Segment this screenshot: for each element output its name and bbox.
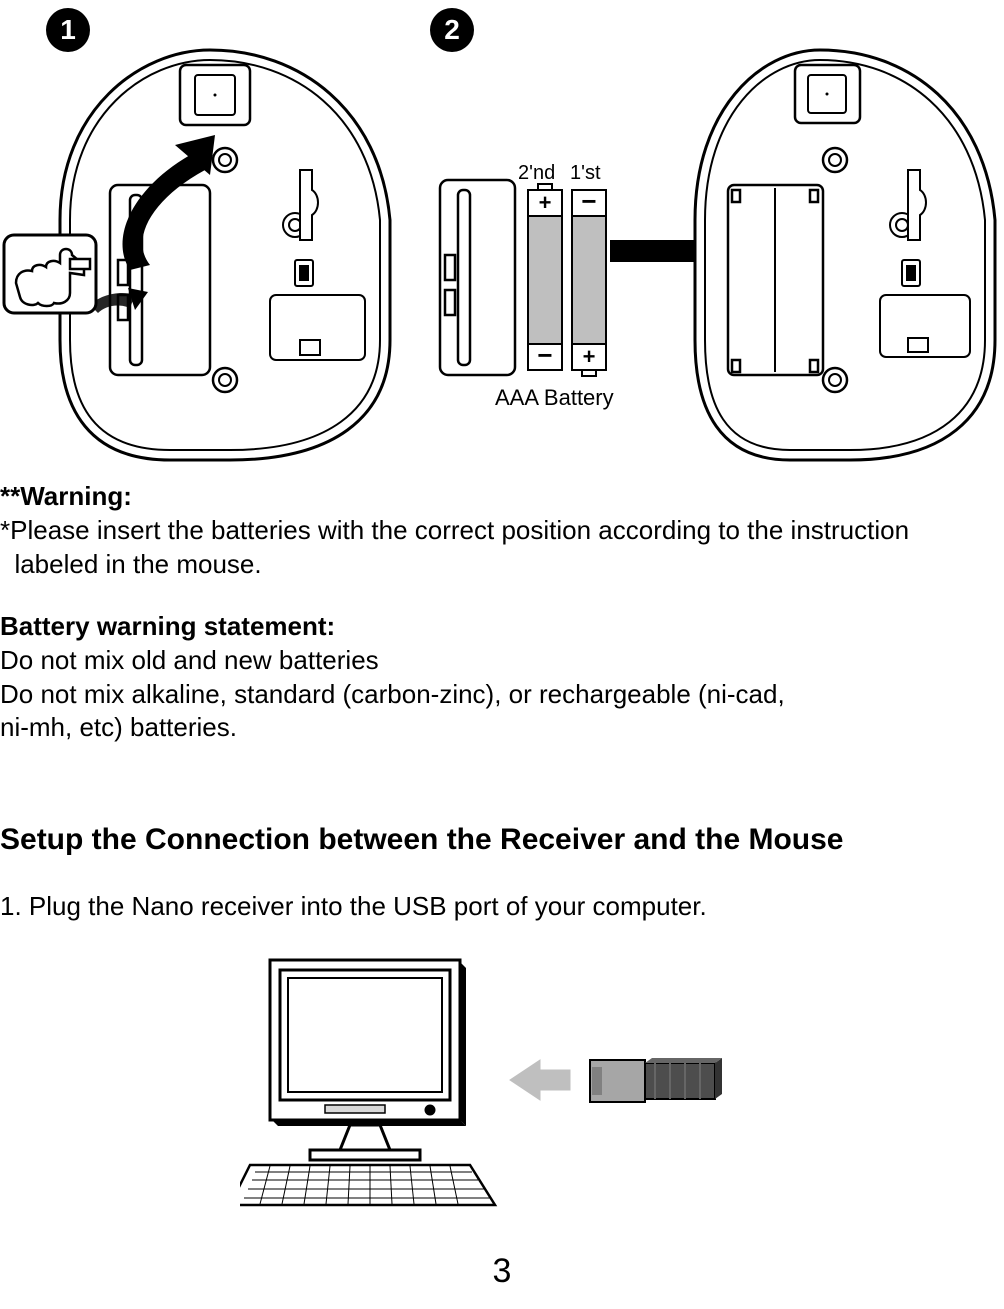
diagram-step-2: + − − + <box>430 40 1000 470</box>
setup-step1-block: 1. Plug the Nano receiver into the USB p… <box>0 890 1004 924</box>
diagram-step-1 <box>0 40 410 470</box>
battery-caption: AAA Battery <box>495 385 614 411</box>
warning-title: **Warning: <box>0 480 1004 514</box>
warning-line1: *Please insert the batteries with the co… <box>0 514 1004 548</box>
battery-label-1st: 1'st <box>570 162 601 185</box>
svg-text:−: − <box>581 186 596 216</box>
warning-line2: labeled in the mouse. <box>0 548 1004 582</box>
battery-stmt-line1: Do not mix old and new batteries <box>0 644 1004 678</box>
warning-block: **Warning: *Please insert the batteries … <box>0 480 1004 581</box>
diagram-computer-receiver <box>240 950 760 1210</box>
setup-title: Setup the Connection between the Receive… <box>0 820 1004 859</box>
page-number: 3 <box>0 1252 1004 1291</box>
setup-step1: 1. Plug the Nano receiver into the USB p… <box>0 890 1004 924</box>
svg-text:+: + <box>583 344 596 369</box>
setup-block: Setup the Connection between the Receive… <box>0 820 1004 859</box>
svg-text:+: + <box>539 190 552 215</box>
battery-statement-block: Battery warning statement: Do not mix ol… <box>0 610 1004 745</box>
battery-stmt-line2: Do not mix alkaline, standard (carbon-zi… <box>0 678 1004 712</box>
battery-stmt-line3: ni-mh, etc) batteries. <box>0 711 1004 745</box>
battery-stmt-title: Battery warning statement: <box>0 610 1004 644</box>
battery-label-2nd: 2'nd <box>518 162 555 185</box>
manual-page: 1 2 <box>0 0 1004 1309</box>
svg-text:−: − <box>537 340 552 370</box>
